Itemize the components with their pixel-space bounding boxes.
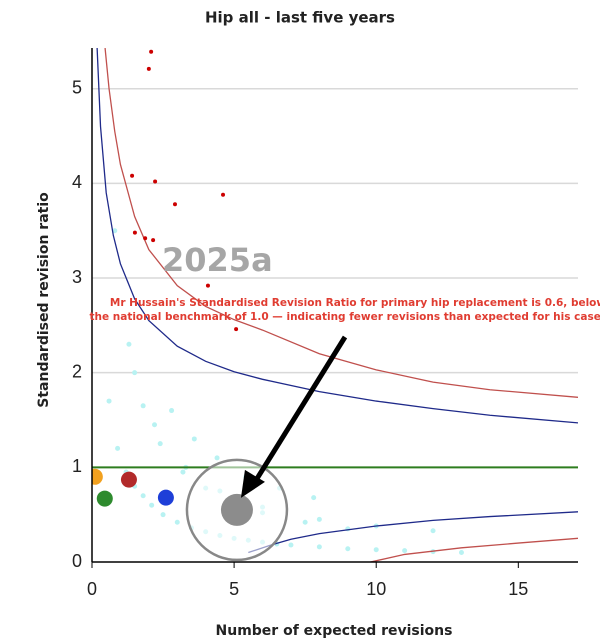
point [140, 493, 146, 499]
y-tick-label: 3 [72, 267, 82, 287]
point [234, 327, 239, 332]
y-tick-label: 5 [72, 77, 82, 97]
control-limit [96, 48, 578, 424]
control-limit [104, 48, 578, 398]
point [132, 370, 138, 376]
arrow-shaft [252, 335, 348, 484]
point [288, 542, 294, 548]
point [169, 408, 175, 414]
point [221, 192, 226, 197]
y-tick-label: 2 [72, 361, 82, 381]
watermark: 2025a [162, 241, 273, 279]
point [205, 283, 210, 288]
point [180, 469, 186, 475]
point [402, 548, 408, 554]
point [302, 519, 308, 525]
point [316, 516, 322, 522]
point [458, 550, 464, 556]
point [191, 436, 197, 442]
chart-title: Hip all - last five years [205, 9, 395, 27]
point [160, 512, 166, 518]
x-axis-label: Number of expected revisions [216, 623, 453, 639]
x-tick-label: 0 [87, 579, 97, 599]
x-tick-label: 15 [508, 579, 528, 599]
point [130, 173, 135, 178]
point [172, 202, 177, 207]
arrow-head [240, 469, 265, 498]
x-tick-label: 5 [229, 579, 239, 599]
point [151, 238, 156, 243]
point [146, 66, 151, 71]
point [143, 236, 148, 241]
point [140, 403, 146, 409]
point [157, 489, 174, 506]
point [92, 468, 103, 485]
point [96, 490, 113, 507]
y-tick-label: 0 [72, 551, 82, 571]
point [157, 441, 163, 447]
point [126, 341, 132, 347]
y-tick-label: 4 [72, 172, 82, 192]
point [132, 230, 137, 235]
point [112, 228, 118, 234]
point [311, 495, 317, 501]
point [106, 398, 112, 404]
point [174, 519, 180, 525]
annotation: Mr Hussain's Standardised Revision Ratio… [110, 297, 600, 309]
annotation: the national benchmark of 1.0 — indicati… [89, 311, 600, 323]
point [430, 528, 436, 534]
control-limit [370, 537, 578, 562]
point [345, 546, 351, 552]
magnifier [185, 458, 289, 562]
point [153, 179, 158, 184]
point [152, 422, 158, 428]
point [149, 502, 155, 508]
point [120, 471, 137, 488]
point [115, 445, 121, 451]
x-tick-label: 10 [366, 579, 386, 599]
y-tick-label: 1 [72, 456, 82, 476]
point [149, 49, 154, 54]
control-limit [248, 511, 578, 554]
y-axis-label: Standardised revision ratio [36, 192, 52, 408]
point [214, 455, 220, 461]
point [373, 547, 379, 553]
point [316, 544, 322, 550]
